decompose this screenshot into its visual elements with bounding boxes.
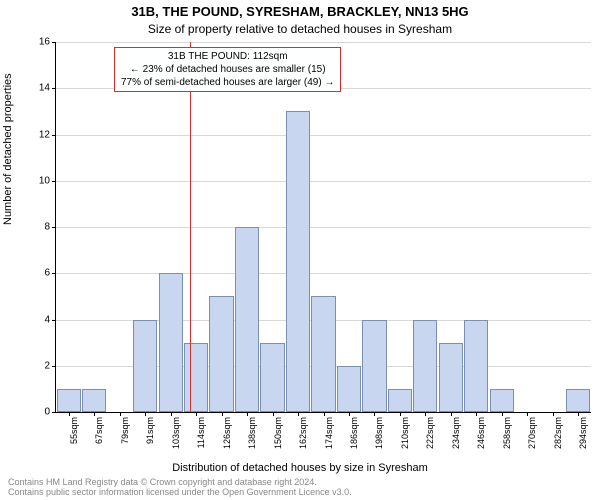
histogram-bar xyxy=(413,320,437,413)
x-tick-mark xyxy=(196,412,197,416)
grid-line xyxy=(56,227,591,228)
x-tick-label: 210sqm xyxy=(400,417,410,449)
x-tick-label: 258sqm xyxy=(502,417,512,449)
histogram-bar xyxy=(439,343,463,412)
y-tick-label: 10 xyxy=(39,175,56,186)
x-tick-label: 126sqm xyxy=(222,417,232,449)
histogram-bar xyxy=(235,227,259,412)
x-tick-mark xyxy=(349,412,350,416)
x-tick-mark xyxy=(324,412,325,416)
x-tick-label: 91sqm xyxy=(145,417,155,444)
histogram-bar xyxy=(337,366,361,412)
x-tick-mark xyxy=(222,412,223,416)
x-tick-label: 150sqm xyxy=(273,417,283,449)
x-tick-mark xyxy=(553,412,554,416)
x-tick-mark xyxy=(94,412,95,416)
x-tick-label: 222sqm xyxy=(425,417,435,449)
histogram-bar xyxy=(362,320,386,413)
histogram-bar xyxy=(311,296,335,412)
x-tick-label: 294sqm xyxy=(578,417,588,449)
x-tick-mark xyxy=(298,412,299,416)
x-tick-mark xyxy=(400,412,401,416)
x-tick-label: 186sqm xyxy=(349,417,359,449)
y-tick-label: 14 xyxy=(39,83,56,94)
y-tick-label: 4 xyxy=(44,314,56,325)
annotation-line1: 31B THE POUND: 112sqm xyxy=(168,51,288,62)
histogram-bar xyxy=(388,389,412,412)
marker-line xyxy=(190,42,191,412)
histogram-bar xyxy=(57,389,81,412)
x-tick-mark xyxy=(69,412,70,416)
histogram-bar xyxy=(286,111,310,412)
y-tick-label: 2 xyxy=(44,360,56,371)
x-tick-label: 67sqm xyxy=(94,417,104,444)
x-tick-label: 270sqm xyxy=(527,417,537,449)
attribution-line2: Contains public sector information licen… xyxy=(8,487,352,497)
x-tick-mark xyxy=(171,412,172,416)
x-tick-mark xyxy=(247,412,248,416)
attribution-line1: Contains HM Land Registry data © Crown c… xyxy=(8,477,317,487)
grid-line xyxy=(56,42,591,43)
grid-line xyxy=(56,273,591,274)
x-tick-label: 114sqm xyxy=(196,417,206,448)
grid-line xyxy=(56,181,591,182)
x-tick-label: 103sqm xyxy=(171,417,181,449)
x-tick-label: 198sqm xyxy=(374,417,384,449)
histogram-bar xyxy=(159,273,183,412)
x-tick-mark xyxy=(120,412,121,416)
chart-subtitle: Size of property relative to detached ho… xyxy=(0,22,600,36)
annotation-line3: 77% of semi-detached houses are larger (… xyxy=(121,77,334,88)
grid-line xyxy=(56,135,591,136)
x-tick-mark xyxy=(273,412,274,416)
y-axis-label: Number of detached properties xyxy=(2,73,14,225)
x-tick-mark xyxy=(145,412,146,416)
x-tick-mark xyxy=(476,412,477,416)
histogram-bar xyxy=(566,389,590,412)
x-tick-label: 174sqm xyxy=(324,417,334,449)
histogram-bar xyxy=(82,389,106,412)
x-tick-mark xyxy=(502,412,503,416)
histogram-bar xyxy=(490,389,514,412)
x-tick-label: 282sqm xyxy=(553,417,563,449)
annotation-line2: ← 23% of detached houses are smaller (15… xyxy=(130,64,326,75)
y-tick-label: 0 xyxy=(44,407,56,418)
histogram-bar xyxy=(133,320,157,413)
y-tick-label: 16 xyxy=(39,37,56,48)
x-tick-label: 55sqm xyxy=(69,417,79,444)
y-tick-label: 12 xyxy=(39,129,56,140)
x-tick-mark xyxy=(578,412,579,416)
histogram-bar xyxy=(209,296,233,412)
x-tick-mark xyxy=(527,412,528,416)
plot-area: 024681012141655sqm67sqm79sqm91sqm103sqm1… xyxy=(55,42,591,413)
x-tick-label: 138sqm xyxy=(247,417,257,449)
x-tick-label: 162sqm xyxy=(298,417,308,449)
x-tick-label: 246sqm xyxy=(476,417,486,449)
x-tick-label: 234sqm xyxy=(451,417,461,449)
x-tick-label: 79sqm xyxy=(120,417,130,444)
x-tick-mark xyxy=(425,412,426,416)
histogram-bar xyxy=(464,320,488,413)
histogram-bar xyxy=(260,343,284,412)
x-axis-label: Distribution of detached houses by size … xyxy=(0,462,600,474)
x-tick-mark xyxy=(451,412,452,416)
x-tick-mark xyxy=(374,412,375,416)
histogram-bar xyxy=(184,343,208,412)
annotation-box: 31B THE POUND: 112sqm ← 23% of detached h… xyxy=(114,47,341,92)
chart-title: 31B, THE POUND, SYRESHAM, BRACKLEY, NN13… xyxy=(0,4,600,19)
attribution-text: Contains HM Land Registry data © Crown c… xyxy=(8,478,352,498)
y-tick-label: 8 xyxy=(44,222,56,233)
y-tick-label: 6 xyxy=(44,268,56,279)
